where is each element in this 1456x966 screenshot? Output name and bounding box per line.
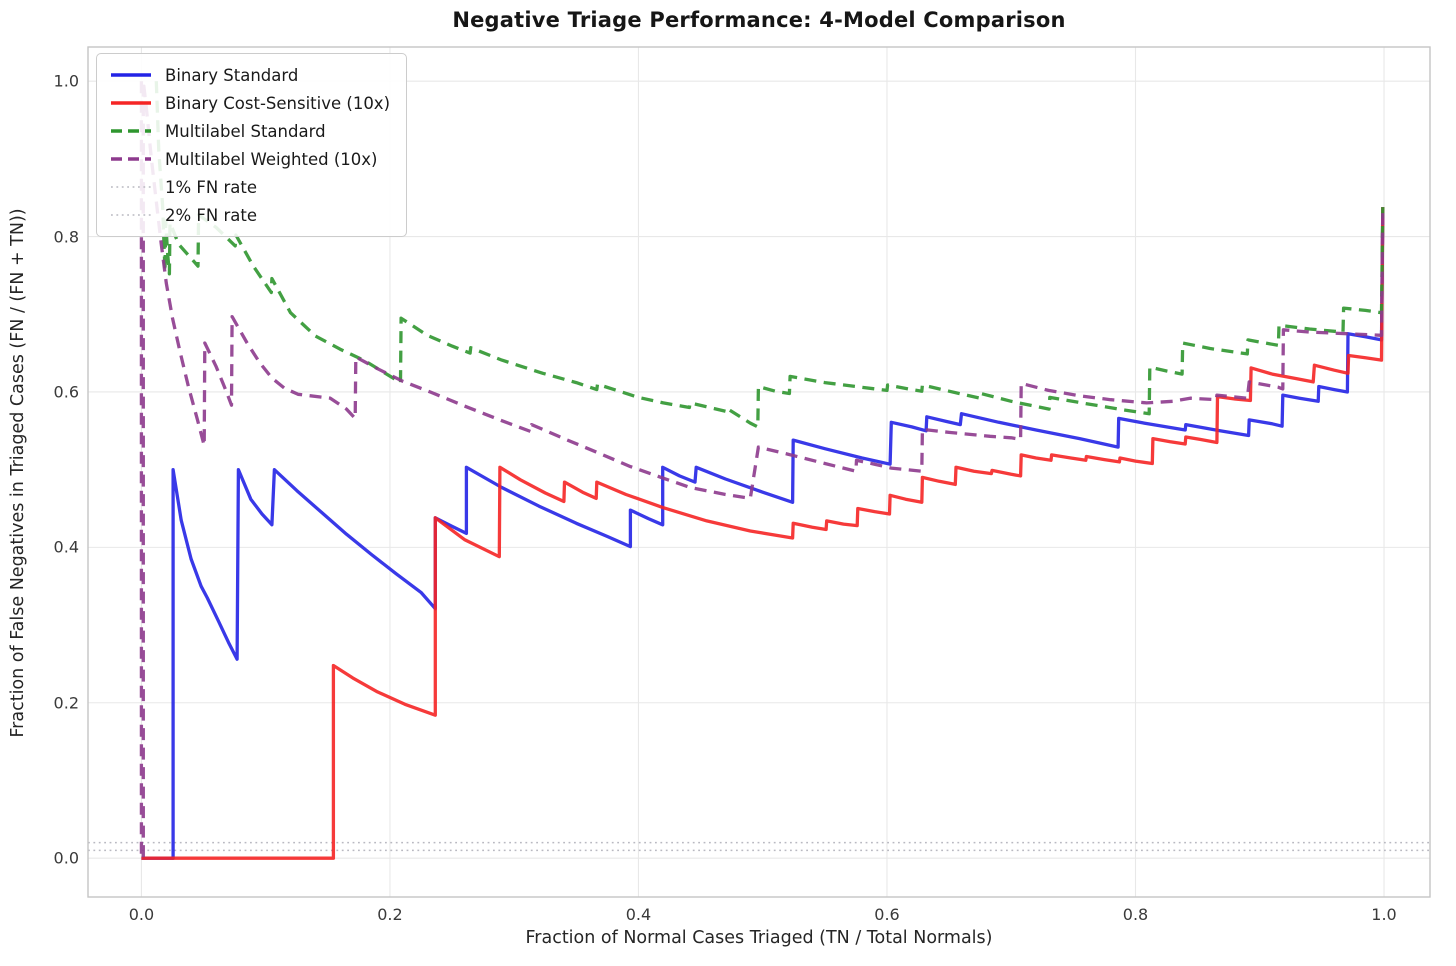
legend-label: 1% FN rate <box>165 177 258 197</box>
legend-line-swatch <box>111 101 151 105</box>
legend-label: Binary Cost-Sensitive (10x) <box>165 93 391 113</box>
y-tick-label: 0.4 <box>53 537 79 557</box>
legend-label: 2% FN rate <box>165 205 258 225</box>
legend-line-swatch <box>111 186 151 188</box>
y-tick-label: 0.6 <box>53 382 79 402</box>
legend-item-2pct-fn-rate: 2% FN rate <box>109 203 390 227</box>
y-tick-label: 1.0 <box>53 71 79 91</box>
y-tick-label: 0.0 <box>53 848 79 868</box>
legend-item-1pct-fn-rate: 1% FN rate <box>109 175 390 199</box>
y-tick-label: 0.2 <box>53 693 79 713</box>
x-tick-label: 1.0 <box>1371 905 1397 924</box>
x-tick-label: 0.2 <box>377 905 403 924</box>
legend: Binary Standard Binary Cost-Sensitive (1… <box>96 53 408 237</box>
legend-label: Multilabel Weighted (10x) <box>165 149 378 169</box>
legend-item-binary-cost-sensitive: Binary Cost-Sensitive (10x) <box>109 91 390 115</box>
legend-item-multilabel-weighted: Multilabel Weighted (10x) <box>109 147 390 171</box>
legend-item-multilabel-standard: Multilabel Standard <box>109 119 390 143</box>
x-tick-label: 0.6 <box>874 905 900 924</box>
legend-line-swatch <box>111 129 151 133</box>
x-axis-label: Fraction of Normal Cases Triaged (TN / T… <box>525 928 993 948</box>
series-line-binary-standard <box>141 207 1385 860</box>
y-axis-label: Fraction of False Negatives in Triaged C… <box>8 208 28 738</box>
legend-line-swatch <box>111 157 151 161</box>
plot-border <box>87 46 1431 898</box>
chart-title: Negative Triage Performance: 4-Model Com… <box>452 8 1066 32</box>
x-tick-label: 0.4 <box>625 905 652 924</box>
legend-item-binary-standard: Binary Standard <box>109 63 390 87</box>
y-tick-label: 0.8 <box>53 227 79 247</box>
series-line-multilabel-weighted-10x- <box>139 79 1385 860</box>
series-line-binary-cost-sensitive-10x- <box>141 207 1385 860</box>
legend-label: Binary Standard <box>165 65 299 85</box>
legend-label: Multilabel Standard <box>165 121 326 141</box>
x-tick-label: 0.0 <box>128 905 155 924</box>
series-line-multilabel-standard <box>154 81 1385 429</box>
legend-line-swatch <box>111 73 151 77</box>
x-tick-label: 0.8 <box>1122 905 1149 924</box>
legend-line-swatch <box>111 214 151 216</box>
